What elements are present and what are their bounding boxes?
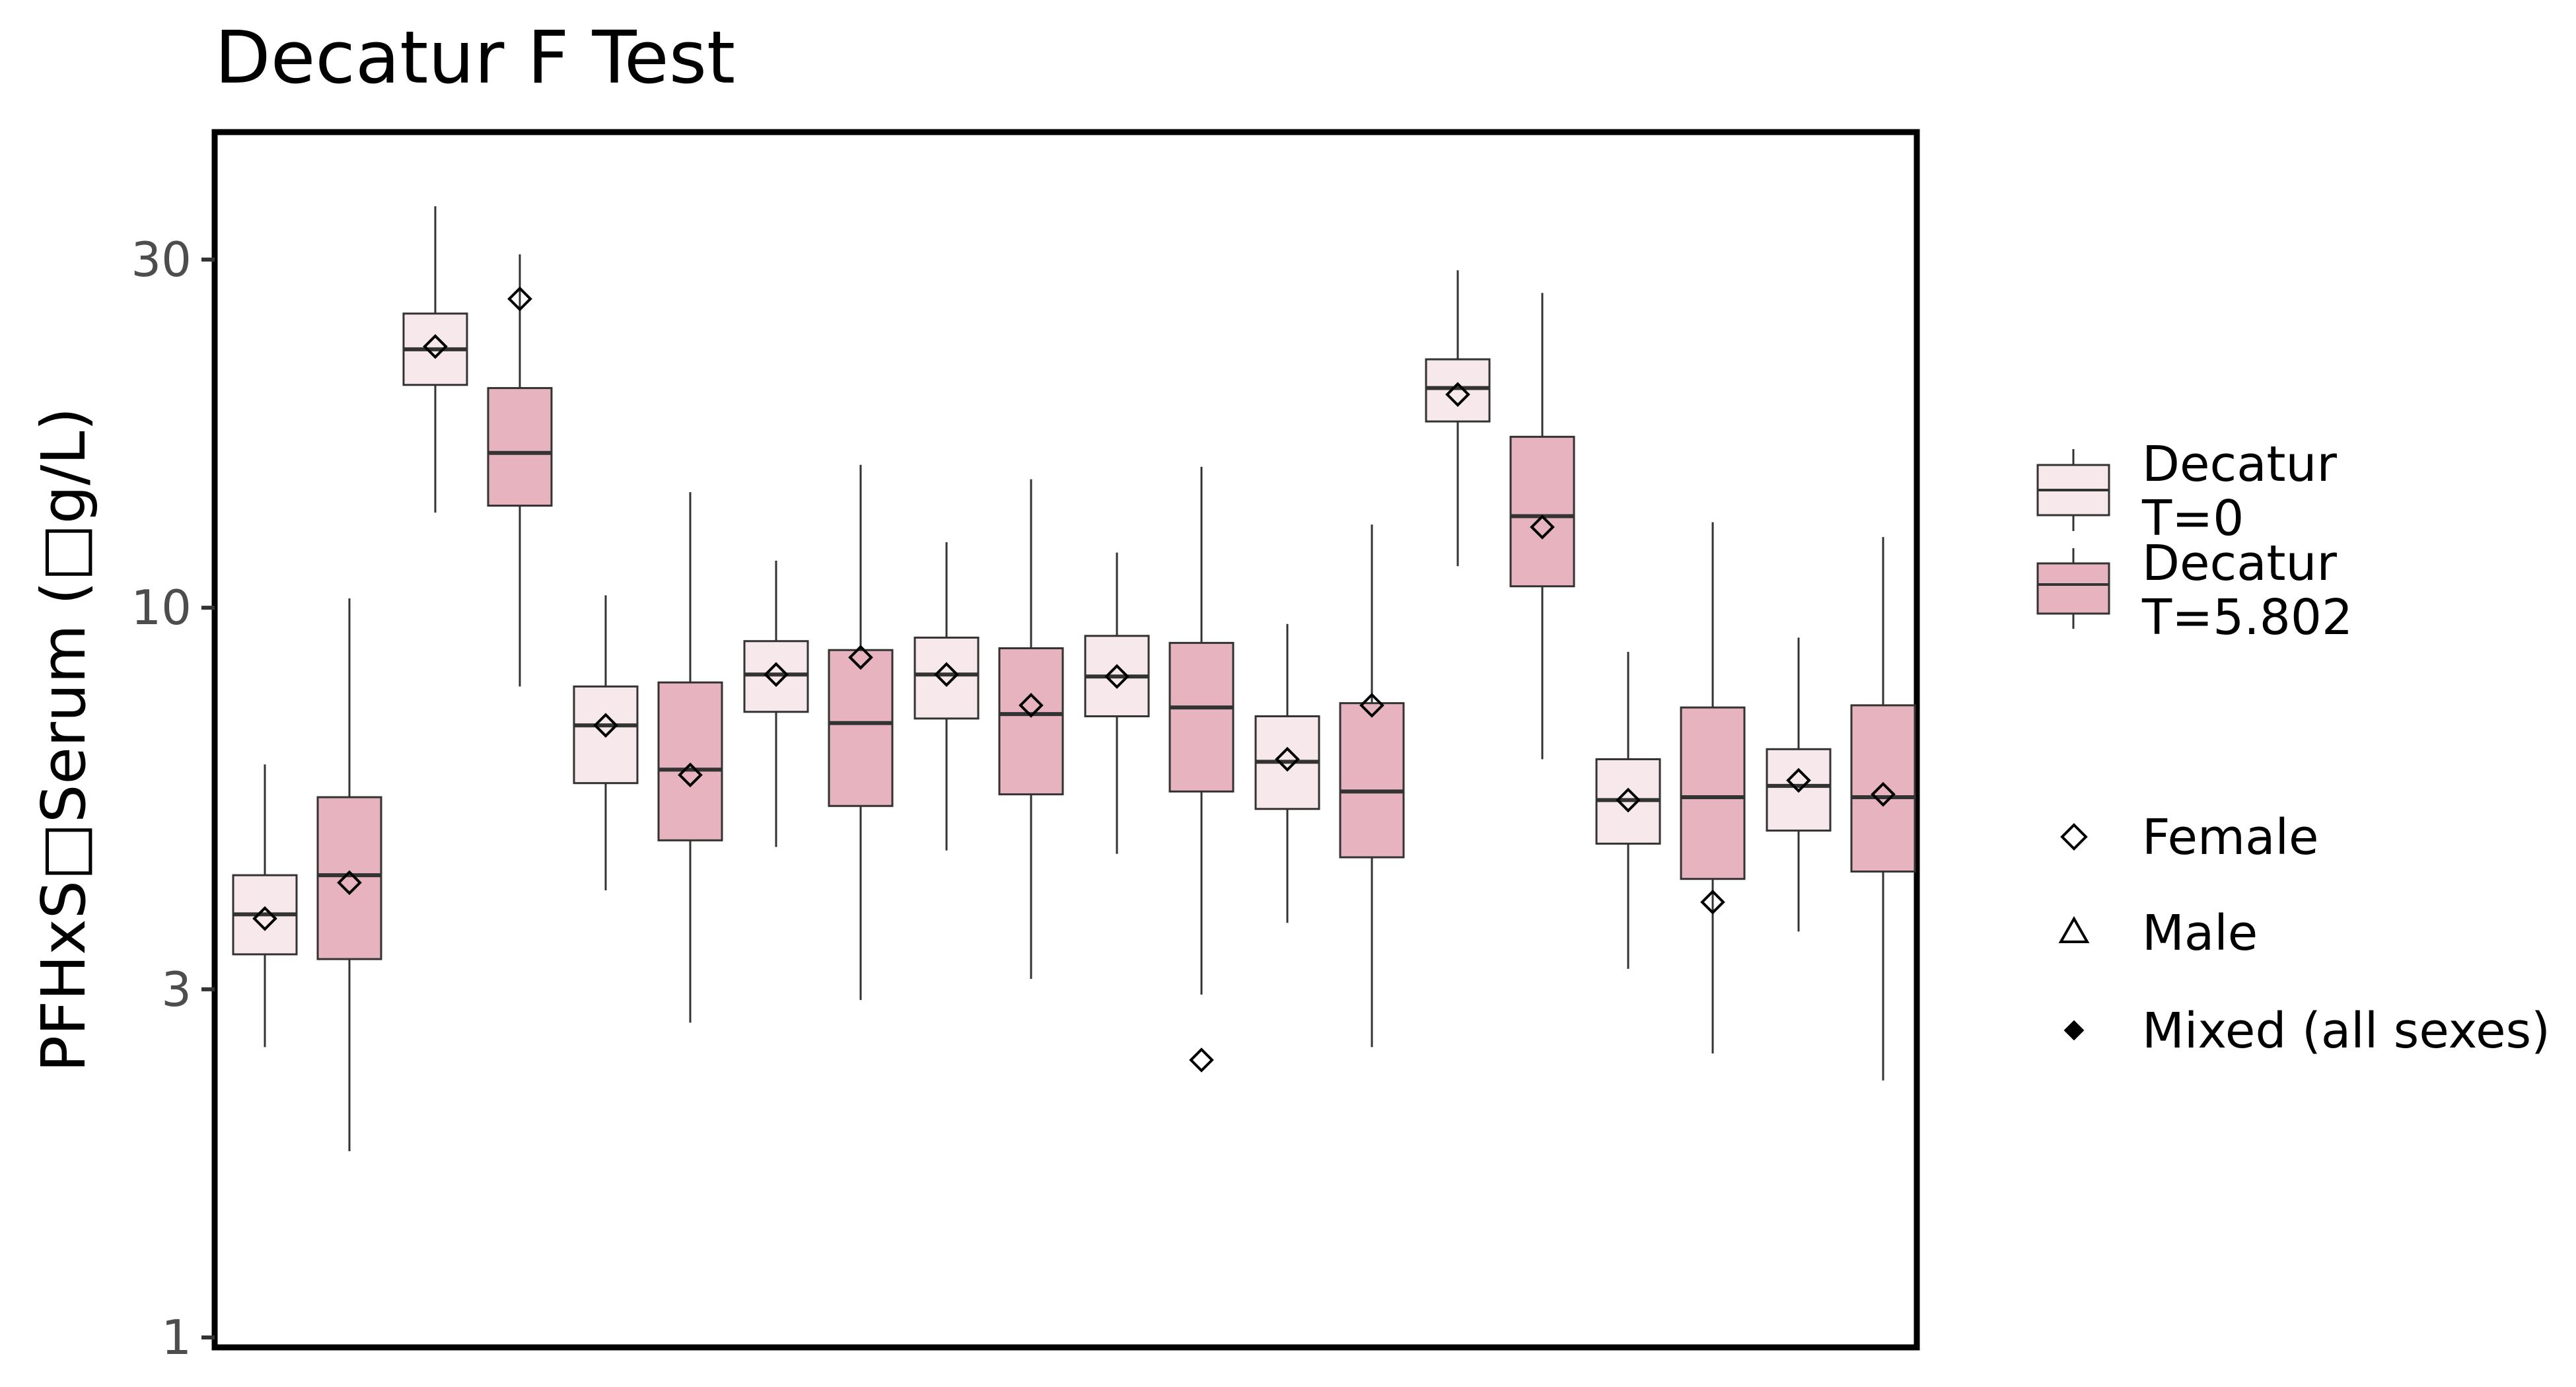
- mean-marker-female: [1530, 515, 1555, 540]
- mean-marker-female: [1700, 890, 1725, 915]
- plot-panel: [211, 129, 1920, 1351]
- mean-marker-female: [1616, 787, 1641, 813]
- y-tick-label: 1: [161, 1310, 192, 1365]
- iqr-box: [913, 636, 980, 720]
- y-axis-label: PFHxS□Serum (□g/L): [28, 408, 99, 1073]
- box-3-t5802: [657, 492, 723, 1023]
- mean-marker-female: [337, 870, 362, 896]
- mean-marker-female: [1359, 693, 1384, 718]
- box-9-t0: [1595, 651, 1661, 969]
- legend-label-shape: Mixed (all sexes): [2142, 1003, 2550, 1059]
- iqr-box: [1680, 706, 1746, 880]
- mean-marker-female: [1189, 1048, 1214, 1073]
- iqr-box: [1850, 704, 1916, 873]
- mean-marker-female: [1786, 767, 1811, 793]
- legend-key-box: [2036, 562, 2110, 615]
- y-tick-label: 3: [161, 962, 192, 1017]
- iqr-box: [1509, 435, 1575, 588]
- mean-marker-female: [1275, 746, 1300, 772]
- boxes-layer: [232, 206, 1916, 1151]
- mean-marker-female: [848, 645, 873, 670]
- y-tick-label: 30: [131, 232, 192, 287]
- iqr-box: [1425, 358, 1491, 423]
- box-5-t5802: [998, 479, 1064, 979]
- mean-marker-female: [1445, 382, 1470, 408]
- chart-title: Decatur F Test: [215, 15, 735, 100]
- y-axis: 1 3 10 30: [131, 232, 215, 1365]
- mean-marker-female: [764, 662, 789, 688]
- iqr-box: [998, 647, 1064, 796]
- legend-label-shape: Female: [2142, 809, 2319, 866]
- mean-marker-female: [252, 906, 277, 931]
- box-8-t0: [1425, 270, 1491, 567]
- mean-marker-female: [1104, 664, 1129, 690]
- box-6-t0: [1084, 552, 1150, 854]
- box-5-t0: [913, 542, 980, 851]
- box-10-t0: [1766, 637, 1832, 932]
- mean-marker-female: [678, 762, 703, 788]
- mean-marker-female: [934, 662, 959, 688]
- legend-label-fill: Decatur T=5.802: [2141, 535, 2353, 646]
- mean-marker-female: [507, 286, 532, 312]
- box-1-t5802: [316, 598, 382, 1151]
- mean-marker-female: [1019, 693, 1044, 718]
- iqr-box: [316, 796, 382, 960]
- iqr-box: [1339, 702, 1405, 859]
- box-2-t5802: [487, 254, 553, 687]
- box-6-t5802: [1168, 466, 1234, 1073]
- box-3-t0: [573, 595, 639, 890]
- legend-label-shape: Male: [2142, 905, 2258, 962]
- y-tick-label: 10: [131, 580, 192, 635]
- legend-female-marker: [2060, 823, 2088, 851]
- iqr-box: [828, 649, 894, 807]
- iqr-box: [1168, 641, 1234, 793]
- mean-marker-female: [1871, 781, 1896, 807]
- box-2-t0: [402, 206, 468, 513]
- iqr-box: [487, 387, 553, 507]
- legend-male-marker: [2058, 915, 2090, 943]
- box-7-t0: [1254, 623, 1320, 923]
- box-4-t0: [743, 560, 809, 847]
- mean-marker-female: [423, 334, 448, 359]
- iqr-box: [657, 681, 723, 841]
- box-9-t5802: [1680, 522, 1746, 1054]
- box-4-t5802: [828, 464, 894, 1001]
- mean-marker-female: [593, 713, 618, 738]
- box-1-t0: [232, 764, 298, 1048]
- box-8-t5802: [1509, 293, 1575, 760]
- box-10-t5802: [1850, 537, 1916, 1081]
- legend-label-fill: Decatur T=0: [2141, 436, 2337, 547]
- box-7-t5802: [1339, 524, 1405, 1048]
- legend-mixed-marker: [2063, 1020, 2085, 1041]
